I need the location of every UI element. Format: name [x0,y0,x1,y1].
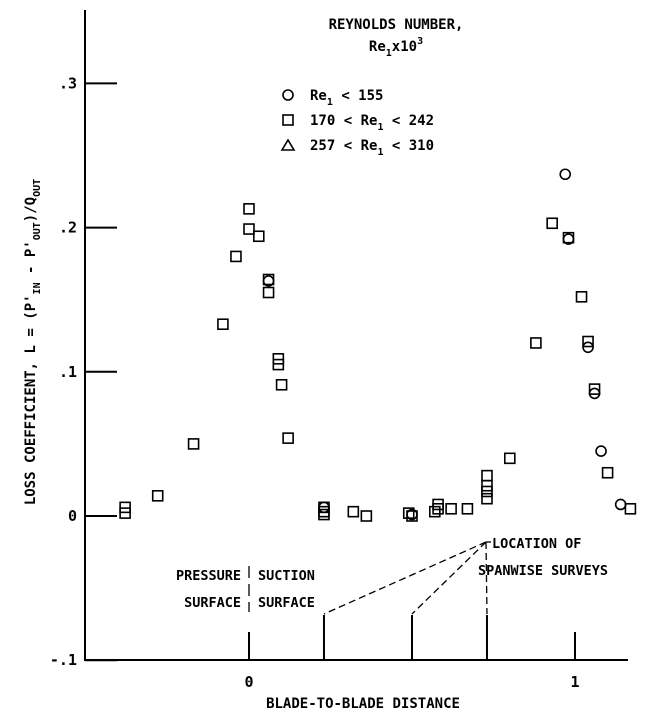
square-point-1-38 [601,466,614,479]
legend-entry-3-a: 257 < Re [310,138,377,154]
circle-point-0-0 [559,168,572,181]
legend-title-line1: REYNOLDS NUMBER, [329,17,464,33]
square-point-1-35 [575,291,588,303]
survey-leader-1 [411,541,487,615]
square-point-1-12 [272,358,285,371]
y-axis-title-sub-q: OUT [32,179,43,197]
legend-entry-2: 170 < Re1 < 242 [310,113,434,133]
square-point-1-8 [252,230,265,243]
y-axis-title-sub-in: IN [32,282,43,294]
square-point-1-37 [588,383,601,395]
survey-leader-0 [323,541,487,615]
legend-square-marker-icon [282,114,294,126]
square-point-1-26 [461,502,474,515]
square-point-1-5 [230,250,242,263]
legend-title-re: Re [369,39,386,55]
square-point-1-10 [262,286,275,299]
legend-title-sub: 1 [386,48,392,59]
square-point-1-9 [262,273,275,286]
square-point-1-31 [503,452,516,465]
pressure-surface-label-line1: PRESSURE [176,568,241,584]
square-point-1-14 [282,432,294,444]
square-point-1-13 [275,378,288,391]
square-point-1-21 [406,510,418,522]
square-point-1-17 [318,508,330,521]
x-tick-label-1: 1 [570,673,579,691]
legend-circle-marker-icon [282,89,294,101]
square-point-1-33 [546,217,558,230]
legend-title-x10: x10 [392,39,417,55]
data-points [119,168,637,522]
y-tick-label-2: .1 [59,363,77,381]
square-point-1-20 [402,507,415,519]
circle-point-0-4 [595,445,607,457]
square-point-1-19 [360,510,373,522]
y-axis-ticks: -.1 0 .1 .2 .3 [50,74,117,669]
location-label-line2: SPANWISE SURVEYS [478,563,608,579]
survey-leader-lines [323,541,491,615]
y-tick-label-4: .3 [59,74,77,92]
square-point-1-4 [217,318,229,331]
square-point-1-36 [582,335,594,348]
x-axis-title: BLADE-TO-BLADE DISTANCE [266,696,460,712]
square-point-1-3 [187,438,200,450]
legend-entry-1-sub: 1 [327,97,333,108]
square-point-1-30 [481,492,493,505]
legend-title-line2: Re1x103 [369,36,423,59]
square-point-1-32 [530,337,542,349]
legend-entry-1: Re1 < 155 [310,88,383,108]
y-tick-label-0: -.1 [50,651,77,669]
suction-surface-label-line1: SUCTION [258,568,315,584]
square-point-1-6 [243,203,255,215]
legend-entry-2-sub: 1 [377,122,383,133]
y-axis-title-sub-out: OUT [32,222,43,240]
survey-leader-2 [485,541,488,615]
square-point-1-1 [119,507,131,519]
square-point-1-39 [624,502,637,515]
legend-entry-1-a: Re [310,88,327,104]
y-axis-title: LOSS COEFFICIENT, L = (P'IN - P'OUT)/QOU… [23,179,43,505]
square-point-1-24 [432,502,444,515]
square-point-1-27 [481,469,493,482]
legend-entry-3: 257 < Re1 < 310 [310,138,434,158]
legend-entry-2-a: 170 < Re [310,113,377,129]
legend-entry-3-b: < 310 [383,138,434,154]
y-axis-title-part-a: LOSS COEFFICIENT, L = (P' [23,294,39,505]
legend-entry-2-b: < 242 [383,113,434,129]
square-point-1-22 [429,505,441,518]
legend-entry-1-b: < 155 [333,88,384,104]
y-axis-title-part-c: )/Q [23,197,39,222]
y-tick-label-1: 0 [68,507,77,525]
square-point-1-7 [243,223,255,235]
surface-markers [248,615,576,660]
x-tick-label-0: 0 [244,673,253,691]
legend-title-sup: 3 [417,36,423,47]
square-point-1-18 [347,505,360,518]
suction-surface-label-line2: SURFACE [258,595,315,611]
location-label-line1: LOCATION OF [492,536,581,552]
square-point-1-29 [481,485,493,498]
circle-point-0-5 [614,498,627,511]
y-tick-label-3: .2 [59,219,77,237]
legend-triangle-marker-icon [280,138,296,151]
square-point-1-2 [151,490,164,502]
legend-entry-3-sub: 1 [377,147,383,158]
square-point-1-34 [562,231,575,244]
y-axis-title-part-b: - P' [23,240,39,282]
square-point-1-25 [445,502,457,515]
legend: REYNOLDS NUMBER, Re1x103 Re1 < 155 170 <… [280,17,464,158]
pressure-surface-label-line2: SURFACE [184,595,241,611]
